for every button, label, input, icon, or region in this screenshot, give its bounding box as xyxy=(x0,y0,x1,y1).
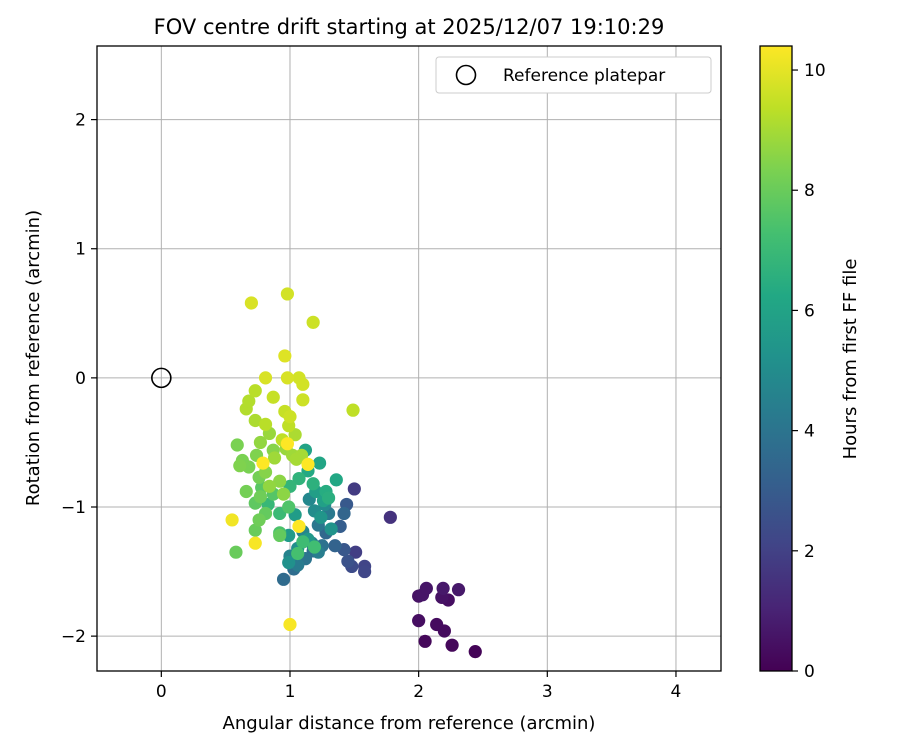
y-tick-label: 0 xyxy=(75,369,86,389)
data-point xyxy=(244,296,258,310)
data-point xyxy=(418,634,432,648)
data-point xyxy=(451,583,466,597)
data-point xyxy=(233,459,247,473)
data-point xyxy=(307,540,322,554)
data-point xyxy=(282,555,296,570)
data-point xyxy=(306,315,320,329)
data-point xyxy=(273,528,287,543)
data-point xyxy=(468,645,482,659)
data-point xyxy=(324,522,338,536)
data-point xyxy=(301,457,315,471)
data-point xyxy=(276,572,291,586)
data-point xyxy=(248,523,262,537)
data-point xyxy=(292,471,306,486)
data-point xyxy=(341,554,355,568)
x-axis-label: Angular distance from reference (arcmin) xyxy=(223,713,596,734)
colorbar xyxy=(759,45,793,672)
data-point xyxy=(430,617,444,632)
colorbar-tick-label: 0 xyxy=(804,662,815,682)
x-tick-label: 2 xyxy=(413,682,424,702)
data-point xyxy=(314,510,328,524)
data-point xyxy=(262,479,277,493)
data-point xyxy=(347,482,361,496)
x-axis-ticks: 0 1 2 3 4 xyxy=(156,671,681,702)
data-point xyxy=(278,349,292,363)
data-point xyxy=(258,371,273,385)
data-point xyxy=(225,513,239,527)
legend-label-reference-platepar: Reference platepar xyxy=(503,66,665,86)
data-point xyxy=(258,417,273,431)
data-point xyxy=(256,456,270,470)
data-point xyxy=(267,451,282,465)
data-point xyxy=(306,477,320,491)
data-point xyxy=(358,564,372,579)
colorbar-tick-label: 8 xyxy=(804,181,815,201)
y-axis-label: Rotation from reference (arcmin) xyxy=(23,210,44,506)
legend: Reference platepar xyxy=(435,56,712,94)
x-tick-label: 0 xyxy=(156,682,167,702)
y-tick-label: −1 xyxy=(61,498,86,518)
data-point xyxy=(282,500,296,514)
data-points xyxy=(225,287,482,659)
colorbar-ticks: 0 2 4 6 8 10 xyxy=(792,61,826,682)
data-point xyxy=(280,371,295,385)
data-point xyxy=(419,581,433,595)
data-point xyxy=(283,617,297,632)
data-point xyxy=(337,506,351,521)
x-tick-label: 3 xyxy=(542,682,553,702)
data-point xyxy=(242,394,256,408)
data-point xyxy=(321,491,336,505)
data-point xyxy=(349,545,363,559)
data-point xyxy=(436,581,450,595)
data-point xyxy=(283,410,297,424)
colorbar-tick-label: 6 xyxy=(804,301,815,321)
y-tick-label: 2 xyxy=(75,111,86,131)
data-point xyxy=(292,519,306,533)
x-tick-label: 1 xyxy=(285,682,296,702)
data-point xyxy=(346,403,360,417)
legend-box xyxy=(435,56,712,94)
data-point xyxy=(280,437,295,451)
data-point xyxy=(230,438,244,452)
y-tick-label: −2 xyxy=(61,627,86,647)
grid-lines xyxy=(97,46,721,671)
data-point xyxy=(248,413,262,428)
data-point xyxy=(253,435,267,450)
data-point xyxy=(253,490,267,504)
data-point xyxy=(248,536,262,550)
colorbar-tick-label: 10 xyxy=(804,61,826,81)
data-point xyxy=(252,513,266,527)
colorbar-label: Hours from first FF file xyxy=(840,259,861,460)
reference-platepar-marker xyxy=(151,367,172,389)
colorbar-tick-label: 4 xyxy=(804,422,815,442)
data-point xyxy=(312,456,327,470)
data-point xyxy=(292,371,306,385)
data-point xyxy=(412,614,426,628)
data-point xyxy=(280,287,295,301)
chart-title: FOV centre drift starting at 2025/12/07 … xyxy=(154,15,665,39)
data-point xyxy=(383,510,397,524)
data-point xyxy=(296,393,310,407)
data-point xyxy=(291,546,305,561)
data-point xyxy=(273,474,287,488)
y-axis-ticks: −2 −1 0 1 2 xyxy=(61,111,97,647)
y-tick-label: 1 xyxy=(75,240,86,260)
plot-frame xyxy=(96,45,722,672)
data-point xyxy=(229,545,243,559)
data-point xyxy=(296,535,310,549)
data-point xyxy=(328,539,342,553)
x-tick-label: 4 xyxy=(671,682,682,702)
data-point xyxy=(248,384,262,398)
data-point xyxy=(445,638,459,652)
data-point xyxy=(329,473,343,487)
legend-marker-open-circle xyxy=(455,64,477,86)
data-point xyxy=(276,487,291,501)
data-point xyxy=(266,390,280,404)
data-point xyxy=(239,484,253,499)
colorbar-tick-label: 2 xyxy=(804,542,815,562)
